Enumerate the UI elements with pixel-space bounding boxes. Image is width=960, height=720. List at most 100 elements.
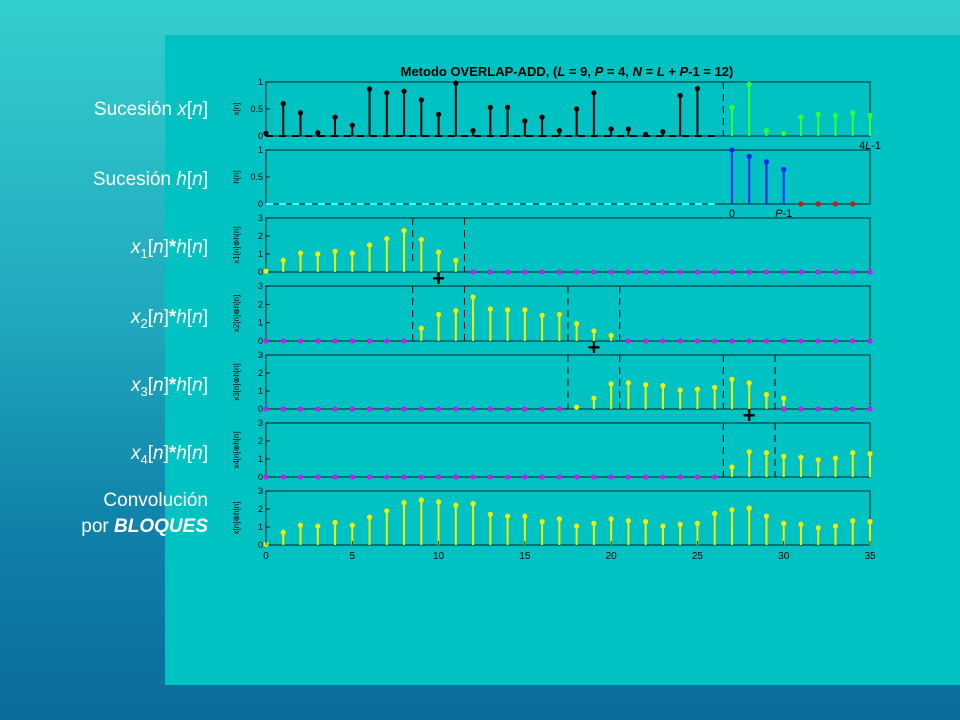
- stem-marker: [815, 525, 821, 531]
- stem-marker: [487, 306, 493, 312]
- subplot-frame: [265, 217, 871, 273]
- stem-marker: [729, 376, 735, 382]
- stem-marker: [556, 406, 562, 412]
- stem-marker: [694, 520, 701, 527]
- stem-marker: [418, 325, 424, 331]
- y-axis-label: x3[n]⊗h[n]: [232, 363, 241, 400]
- stem-marker: [349, 406, 355, 412]
- stem-marker: [384, 474, 390, 480]
- stem-marker: [815, 406, 821, 412]
- stem-marker: [625, 518, 632, 524]
- stem-marker: [591, 90, 597, 96]
- stem-marker: [763, 338, 770, 344]
- stem-marker: [867, 269, 873, 275]
- y-tick-label: 2: [258, 436, 263, 446]
- stem-marker: [505, 474, 511, 480]
- stem-marker: [608, 332, 614, 339]
- stem-marker: [332, 519, 338, 526]
- stem-marker: [366, 86, 373, 92]
- stem-marker: [574, 474, 580, 480]
- stem-marker: [763, 392, 770, 398]
- stem-marker: [470, 501, 476, 507]
- stem-marker: [660, 338, 666, 344]
- stem-marker: [574, 106, 580, 112]
- stem-marker: [384, 236, 390, 242]
- stem-marker: [729, 269, 735, 275]
- stem-marker: [712, 338, 718, 344]
- stem-marker: [798, 201, 804, 207]
- stem-marker: [453, 308, 459, 314]
- stem-marker: [539, 519, 545, 525]
- stem-marker: [297, 474, 304, 480]
- x-tick-label: 30: [778, 551, 790, 562]
- label-x1-conv: x1[n]*h[n]: [131, 237, 208, 261]
- stem-marker: [556, 311, 562, 318]
- stem-marker: [781, 453, 787, 459]
- stem-marker: [401, 500, 407, 506]
- stem-marker: [660, 523, 666, 529]
- label-x4-conv: x4[n]*h[n]: [131, 443, 208, 467]
- stem-marker: [487, 511, 493, 517]
- y-tick-label: 3: [258, 486, 263, 496]
- y-tick-label: 0: [258, 404, 263, 414]
- stem-marker: [729, 147, 735, 153]
- y-tick-label: 1: [258, 386, 263, 396]
- stem-marker: [280, 406, 286, 412]
- stem-marker: [263, 130, 269, 136]
- stem-marker: [832, 112, 839, 119]
- stem-marker: [505, 406, 511, 412]
- stem-marker: [746, 380, 752, 386]
- stem-marker: [850, 518, 856, 524]
- stem-marker: [608, 269, 614, 275]
- stem-marker: [470, 294, 476, 300]
- stem-marker: [263, 406, 269, 412]
- stem-marker: [867, 338, 873, 344]
- stem-marker: [349, 338, 355, 344]
- label-h-sequence: Sucesión h[n]: [92, 169, 208, 190]
- subplot-6: 0 1 2 3 x4[n]⊗h[n]: [232, 418, 873, 482]
- stem-marker: [781, 166, 787, 173]
- stem-marker: [505, 269, 511, 275]
- subplot-1: 0 0.5 1 x[n]: [232, 77, 873, 141]
- stem-marker: [315, 523, 321, 529]
- stem-marker: [574, 404, 580, 410]
- stem-marker: [815, 201, 821, 207]
- y-tick-label: 2: [258, 299, 263, 309]
- stem-marker: [315, 406, 321, 412]
- x-tick-label: 25: [692, 551, 704, 562]
- stem-marker: [297, 338, 304, 344]
- stem-marker: [384, 508, 390, 514]
- y-tick-label: 2: [258, 504, 263, 514]
- stem-marker: [625, 126, 632, 132]
- stem-marker: [505, 104, 511, 110]
- subplot-frame: [265, 81, 871, 137]
- stem-marker: [746, 449, 752, 455]
- stem-marker: [660, 129, 666, 135]
- stem-marker: [453, 406, 459, 412]
- stem-marker: [280, 257, 286, 263]
- stem-marker: [591, 520, 597, 527]
- y-tick-label: 1: [258, 318, 263, 328]
- stem-marker: [677, 387, 683, 393]
- stem-marker: [505, 513, 511, 519]
- stem-marker: [763, 128, 770, 134]
- stem-marker: [694, 338, 701, 344]
- stem-marker: [263, 338, 269, 344]
- stem-marker: [643, 474, 649, 480]
- stem-marker: [315, 251, 321, 257]
- stem-marker: [625, 269, 632, 275]
- stem-marker: [401, 88, 407, 94]
- stem-marker: [625, 380, 632, 386]
- stem-marker: [850, 450, 856, 456]
- y-axis-label: x4[n]⊗h[n]: [232, 431, 241, 468]
- stem-marker: [867, 406, 873, 412]
- stem-marker: [418, 497, 424, 503]
- stem-marker: [297, 110, 304, 116]
- stem-marker: [522, 307, 528, 313]
- stem-marker: [470, 474, 476, 480]
- stem-marker: [487, 406, 493, 412]
- stem-marker: [625, 338, 632, 344]
- stem-marker: [712, 474, 718, 480]
- label-x3-conv: x3[n]*h[n]: [131, 375, 208, 399]
- stem-marker: [798, 114, 804, 120]
